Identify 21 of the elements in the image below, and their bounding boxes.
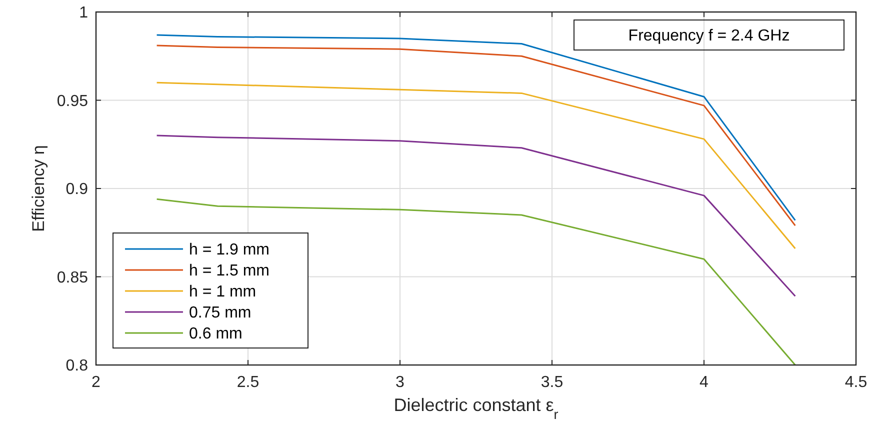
x-tick-label: 4.5	[844, 374, 868, 391]
line-series	[156, 198, 796, 366]
x-axis-title: Dielectric constant ε$_{r}$	[394, 395, 559, 422]
y-tick-label: 0.8	[66, 358, 88, 375]
y-tick-label: 1	[79, 4, 88, 22]
x-tick-label: 2.5	[236, 374, 260, 391]
y-axis-title: Efficiency η	[29, 145, 48, 232]
y-tick-label: 0.9	[66, 181, 88, 198]
y-tick-label: 0.95	[56, 92, 88, 110]
legend-label: h = 1 mm	[189, 284, 256, 301]
y-tick-label: 0.85	[56, 269, 88, 286]
x-tick-label: 4	[700, 374, 709, 391]
line-series	[156, 134, 796, 297]
legend-label: 0.6 mm	[189, 326, 242, 343]
legend-label: h = 1.5 mm	[189, 262, 270, 280]
annotation: Frequency f = 2.4 GHz	[628, 28, 790, 45]
x-tick-label: 3.5	[540, 374, 564, 391]
legend-label: 0.75 mm	[189, 304, 252, 322]
x-tick-label: 2	[92, 374, 101, 391]
x-tick-label: 3	[396, 374, 405, 391]
legend-label: h = 1.9 mm	[189, 242, 270, 259]
